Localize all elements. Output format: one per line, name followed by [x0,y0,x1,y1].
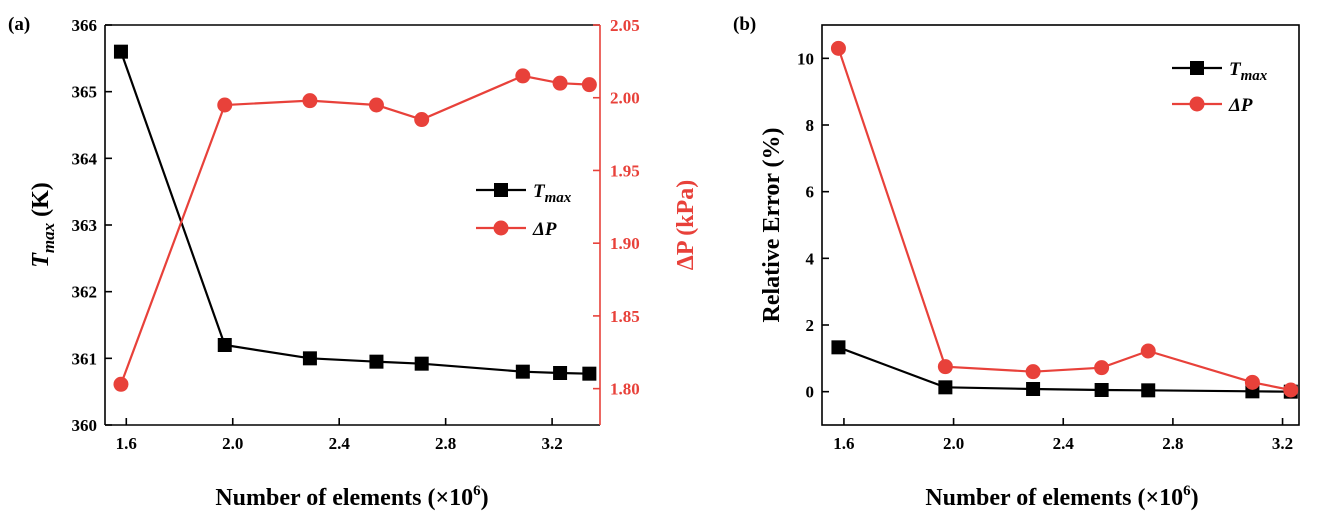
panel-a-x-tick-label: 3.2 [541,434,562,453]
panel-a-legend: Tmax ΔP [476,181,572,240]
panel-b-y-tick-label: 10 [797,49,814,68]
panel-a-left-y-tick-label: 363 [72,216,98,235]
panel-a-legend-tmax-label: Tmax [533,181,572,206]
panel-a-tmax-point [302,351,317,366]
panel-a-x-tick-label: 2.4 [329,434,351,453]
panel-a-dp-point [217,97,233,113]
panel-a-dp-point [515,68,531,84]
panel-b-tmax-point [938,380,953,395]
panel-a-dp-point [414,112,430,128]
panel-b-x-tick-label: 2.4 [1053,434,1075,453]
panel-b-y-ticks: 0 2 4 6 8 10 [797,49,829,402]
panel-a-legend-tmax-marker [494,183,508,197]
panel-a-series [113,44,597,392]
panel-b-x-tick-label: 2.0 [943,434,964,453]
panel-b-legend-dp-marker [1189,96,1205,112]
panel-a-dp-point [113,376,129,392]
panel-b-legend: Tmax ΔP [1172,59,1268,116]
panel-a-right-y-tick-label: 1.90 [610,234,640,253]
panel-a-dp-point [581,77,597,93]
panel-b-y-tick-label: 8 [806,116,815,135]
panel-a-left-y-tick-label: 364 [72,149,98,168]
panel-b-legend-tmax-label: Tmax [1229,59,1268,84]
panel-b-y-tick-label: 0 [806,383,815,402]
panel-a-left-y-tick-label: 362 [72,283,98,302]
panel-a-tmax-point [113,44,128,59]
panel-b-y-tick-label: 6 [806,183,815,202]
panel-a-tmax-point [414,356,429,371]
panel-a-right-y-ticks: 1.80 1.85 1.90 1.95 2.00 2.05 [593,16,640,399]
panel-a-dp-point [368,97,384,113]
panel-a-x-tick-label: 1.6 [116,434,137,453]
panel-a-right-y-axis-title: ΔP (kPa) [673,180,699,270]
panel-b-x-tick-label: 2.8 [1162,434,1183,453]
panel-a-right-y-tick-label: 2.00 [610,89,640,108]
panel-b-series [830,40,1299,399]
panel-a-right-y-tick-label: 2.05 [610,16,640,35]
panel-b-tmax-point [1094,383,1109,397]
panel-b-dp-point [830,40,846,56]
panel-a-tmax-point [582,366,597,381]
panel-b-dp-point [1244,374,1260,390]
panel-b-dp-point [1283,382,1299,398]
panel-a-left-y-axis-title: Tmax (K) [28,182,58,268]
panel-a-tmax-point [553,366,568,380]
panel-a-legend-dp-marker [493,220,509,236]
panel-a-right-y-tick-label: 1.95 [610,161,640,180]
panel-b-series-line-dp [837,47,1291,392]
panel-a-dp-point [302,93,318,109]
panel-a-series-line-tmax [119,51,590,375]
panel-a-x-tick-label: 2.0 [222,434,243,453]
panel-a-x-tick-label: 2.8 [435,434,456,453]
panel-b-dp-point [937,359,953,375]
panel-b-x-tick-label: 1.6 [833,434,854,453]
panel-b-dp-point [1140,343,1156,359]
panel-a-right-y-tick-label: 1.85 [610,307,640,326]
panel-b-x-ticks: 1.6 2.0 2.4 2.8 3.2 [833,418,1293,453]
panel-b-frame [821,24,1300,426]
panel-b-tmax-point [831,340,846,355]
panel-a-left-y-tick-label: 366 [72,16,98,35]
panel-b-legend-dp-label: ΔP [1228,95,1253,116]
panel-a-x-ticks: 1.6 2.0 2.4 2.8 3.2 [116,418,563,453]
panel-a-left-y-tick-label: 365 [72,83,98,102]
panel-a-dp-point [552,75,568,91]
panel-b-label: (b) [733,14,756,35]
panel-a-tmax-point [217,338,232,352]
panel-a-left-y-tick-label: 360 [72,416,98,435]
panel-b-dp-point [1025,364,1041,380]
panel-a: (a) 1.6 2.0 2.4 2.8 3.2 36036136236336436536… [8,14,699,511]
panel-a-legend-dp-label: ΔP [532,219,557,240]
panel-a-x-axis-title: Number of elements (×106) [215,483,488,511]
panel-b-x-axis-title: Number of elements (×106) [925,483,1198,511]
panel-a-left-y-tick-label: 361 [72,349,98,368]
panel-b-dp-point [1094,360,1110,376]
panel-b-x-tick-label: 3.2 [1272,434,1293,453]
panel-b: (b) 1.6 2.0 2.4 2.8 3.2 0 2 4 6 8 10 Number of el… [733,14,1300,511]
panel-a-label: (a) [8,14,30,35]
panel-a-right-y-tick-label: 1.80 [610,380,640,399]
panel-a-left-y-ticks: 360 361 362 363 364 365 366 [72,16,112,435]
panel-b-tmax-point [1141,383,1156,398]
panel-b-y-tick-label: 4 [806,249,815,268]
panel-b-legend-tmax-marker [1190,61,1204,75]
panel-b-y-tick-label: 2 [806,316,815,335]
panel-a-tmax-point [515,364,530,379]
panel-a-tmax-point [369,354,384,369]
panel-a-series-line-dp [119,74,590,385]
panel-b-tmax-point [1026,382,1041,396]
panel-b-y-axis-title: Relative Error (%) [759,127,785,322]
